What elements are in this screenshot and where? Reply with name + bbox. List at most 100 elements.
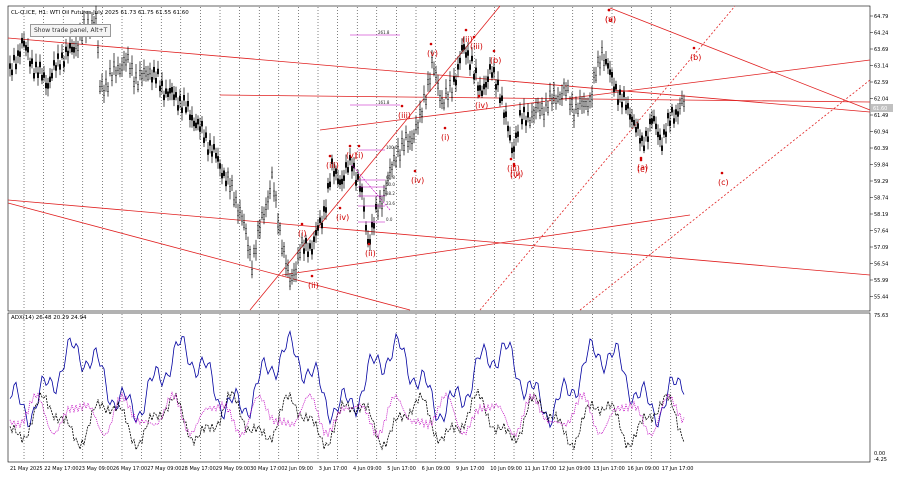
candle-body (627, 103, 630, 109)
candle-body (228, 186, 231, 192)
candle-body (263, 214, 266, 220)
candle-body (519, 110, 522, 116)
channel-line[interactable] (7, 202, 411, 311)
candle-body (68, 43, 71, 49)
candle-body (509, 135, 512, 141)
time-tick-label: 13 Jun 17:00 (593, 466, 625, 472)
candle-body (202, 137, 205, 143)
candle-body (577, 108, 580, 114)
candle-body (31, 58, 34, 64)
candle-body (295, 268, 298, 275)
wave-label: (v) (510, 171, 521, 180)
channel-line[interactable] (7, 199, 871, 276)
candle-body (383, 190, 386, 196)
candle-body (313, 236, 316, 242)
price-tick-label: 60.94 (874, 130, 888, 136)
candle-body (417, 122, 420, 129)
fib-level-label: 161.8 (378, 100, 390, 105)
time-tick-label: 22 May 17:00 (44, 466, 78, 472)
candle-body (120, 64, 123, 71)
price-pane[interactable] (7, 5, 871, 312)
price-tick-label: 61.49 (874, 113, 888, 119)
candle-body (657, 131, 660, 138)
candle-body (76, 45, 79, 52)
candle-body (35, 61, 38, 68)
wave-marker (357, 144, 361, 148)
candle-body (375, 203, 378, 210)
time-tick-label: 23 May 09:00 (79, 466, 113, 472)
candle-body (511, 147, 514, 154)
wave-label: (b) (490, 56, 501, 65)
candle-body (347, 167, 350, 173)
wave-marker (692, 46, 696, 50)
current-price-marker (871, 104, 893, 112)
wave-label: (b) (690, 53, 701, 62)
candle-body (8, 63, 11, 69)
time-tick-label: 30 May 17:00 (250, 466, 284, 472)
candle-body (124, 59, 127, 66)
channel-line[interactable] (281, 214, 691, 276)
price-tick-label: 62.04 (874, 97, 888, 103)
candle-body (373, 223, 376, 229)
candle-body (246, 245, 249, 251)
candle-body (234, 196, 237, 203)
candle-body (192, 120, 195, 127)
candle-body (240, 215, 243, 222)
candle-body (64, 46, 67, 53)
fibonacci-levels[interactable]: 261.8 161.8 100.0 61.8 50.0 38.2 23.6 0.0 (350, 30, 400, 223)
trade-panel-tooltip[interactable]: Show trade panel, Alt+T (30, 24, 112, 37)
wave-marker (477, 94, 481, 98)
candle-body (589, 96, 592, 102)
candle-body (238, 207, 241, 213)
wave-label: (ii) (462, 35, 473, 44)
channel-line[interactable] (579, 79, 871, 311)
candle-body (293, 269, 296, 276)
candle-body (497, 79, 500, 86)
candle-body (325, 207, 328, 213)
symbol-info: CL-Q.ICE, H1: WTI Oil Futures July 2025 … (11, 10, 189, 16)
wave-marker (338, 206, 342, 210)
time-axis[interactable]: 21 May 2025 22 May 17:00 23 May 09:00 26 Ma… (10, 466, 693, 472)
candle-body (136, 84, 139, 90)
channel-line[interactable] (7, 37, 871, 113)
candle-body (210, 151, 213, 157)
channel-line[interactable] (609, 7, 871, 111)
candle-body (114, 70, 117, 77)
candle-body (609, 69, 612, 75)
wave-label: (v) (427, 49, 438, 58)
candle-body (573, 115, 576, 121)
trend-channels[interactable] (7, 5, 871, 311)
indicator-pane[interactable] (7, 312, 871, 463)
price-tick-label: 59.29 (874, 179, 888, 185)
candle-body (427, 79, 430, 85)
candle-body (118, 68, 121, 75)
candle-body (214, 153, 217, 159)
candle-body (144, 70, 147, 77)
candle-body (116, 65, 119, 71)
fib-level-label: 38.2 (386, 191, 395, 196)
candle-body (479, 85, 482, 91)
candle-body (180, 107, 183, 113)
wave-marker (348, 144, 352, 148)
time-tick-label: 28 May 17:00 (182, 466, 216, 472)
channel-line[interactable] (319, 59, 871, 131)
wave-marker (429, 42, 433, 46)
candle-body (613, 86, 616, 92)
candle-body (74, 43, 77, 49)
vertical-grid (23, 7, 672, 461)
candle-body (331, 158, 334, 164)
candle-body (72, 47, 75, 53)
candle-body (275, 194, 278, 201)
candle-body (166, 91, 169, 97)
candle-body (184, 107, 187, 113)
candle-body (679, 103, 682, 109)
fib-trend-line[interactable] (351, 164, 391, 211)
candle-body (615, 83, 618, 90)
candle-body (437, 82, 440, 89)
candle-body (467, 50, 470, 56)
price-axis[interactable]: 64.79 64.24 63.69 63.14 62.59 62.04 61.49 60.94… (870, 14, 888, 301)
candle-body (665, 131, 668, 137)
channel-line[interactable] (219, 94, 871, 103)
candle-body (425, 99, 428, 105)
